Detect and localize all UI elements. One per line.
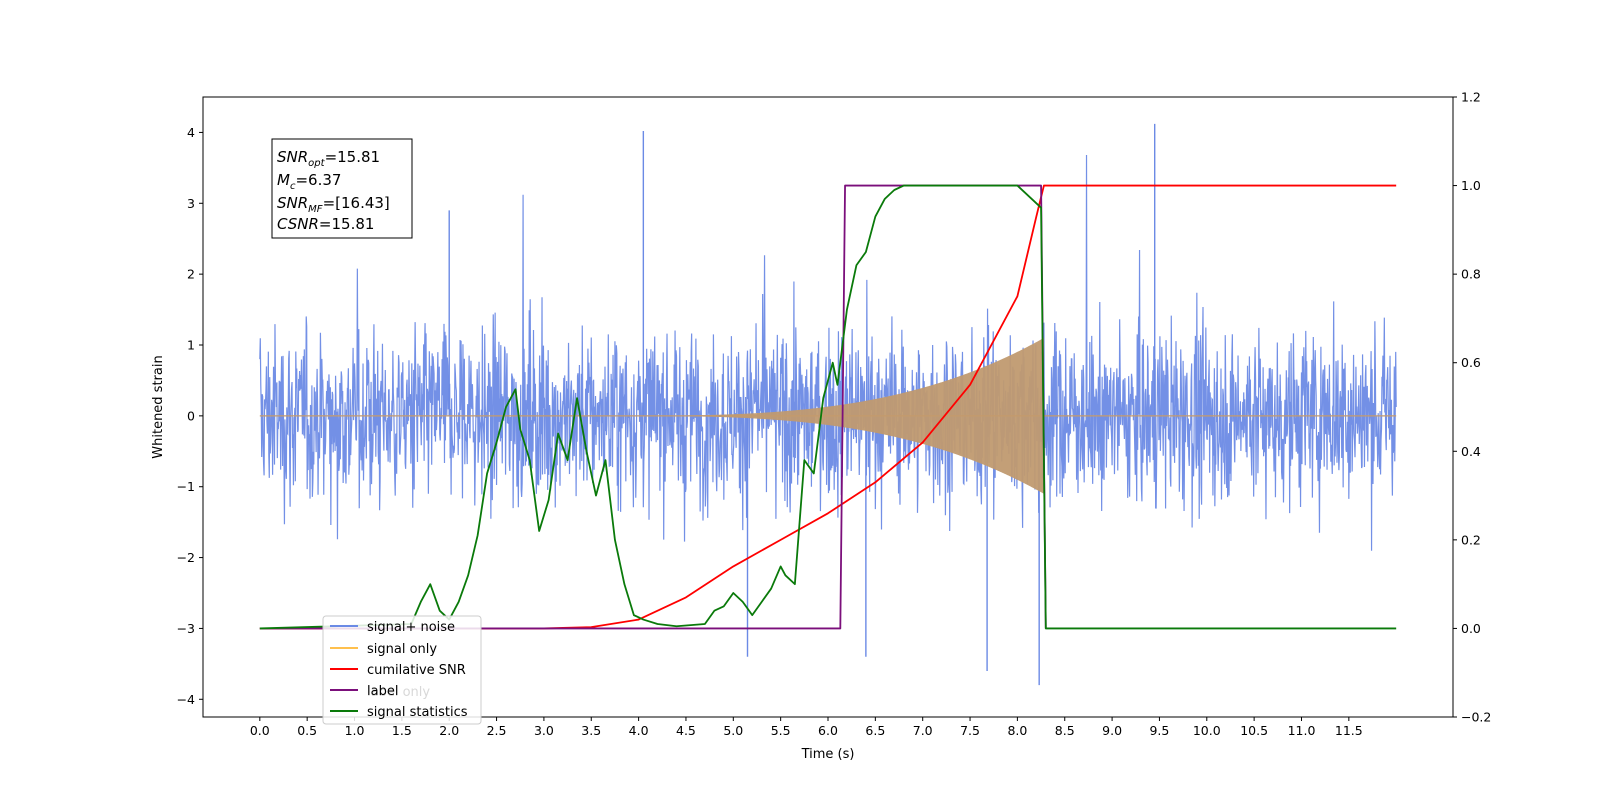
y-left-tick-label: −1 xyxy=(177,479,195,494)
x-tick-label: 8.5 xyxy=(1055,723,1075,738)
x-tick-label: 2.0 xyxy=(439,723,459,738)
y-right-tick-label: 0.2 xyxy=(1461,532,1481,547)
x-tick-label: 8.0 xyxy=(1007,723,1027,738)
x-tick-label: 1.0 xyxy=(345,723,365,738)
x-tick-label: 2.5 xyxy=(487,723,507,738)
y-left-tick-label: 1 xyxy=(187,338,195,353)
x-tick-label: 5.0 xyxy=(723,723,743,738)
y-left-tick-label: −3 xyxy=(177,621,195,636)
x-tick-label: 5.5 xyxy=(771,723,791,738)
y-right-tick-label: 0.6 xyxy=(1461,355,1481,370)
x-tick-label: 1.5 xyxy=(392,723,412,738)
y-left-tick-label: −4 xyxy=(177,692,195,707)
x-tick-label: 4.0 xyxy=(629,723,649,738)
x-tick-label: 9.5 xyxy=(1149,723,1169,738)
series-signal-statistics xyxy=(259,184,1397,630)
x-tick-label: 7.0 xyxy=(913,723,933,738)
legend-signal-statistics: signal statistics xyxy=(367,705,468,720)
x-tick-label: 10.5 xyxy=(1240,723,1268,738)
x-tick-label: 3.5 xyxy=(581,723,601,738)
y-axis-left: 4 3 2 1 0 −1 −2 −3 −4 xyxy=(177,125,203,707)
info-csnr: CSNR=15.81 xyxy=(277,215,374,233)
x-tick-label: 0.5 xyxy=(297,723,317,738)
series-cumulative-snr xyxy=(259,184,1397,630)
y-left-tick-label: 4 xyxy=(187,125,195,140)
x-tick-label: 7.5 xyxy=(960,723,980,738)
info-snr-mf: SNRMF=[16.43] xyxy=(277,194,390,215)
x-axis-label: Time (s) xyxy=(801,747,855,762)
info-box: SNRopt=15.81 Mc=6.37 SNRMF=[16.43] CSNR=… xyxy=(271,138,413,239)
legend-signal-only: signal only xyxy=(367,642,437,657)
info-mc: Mc=6.37 xyxy=(277,171,341,192)
x-tick-label: 4.5 xyxy=(676,723,696,738)
y-axis-right: 1.2 1.0 0.8 0.6 0.4 0.2 0.0 −0.2 xyxy=(1453,90,1491,725)
y-right-tick-label: 0.4 xyxy=(1461,444,1481,459)
y-right-tick-label: 0.8 xyxy=(1461,267,1481,282)
info-snr-opt: SNRopt=15.81 xyxy=(277,148,380,169)
x-tick-label: 11.5 xyxy=(1335,723,1363,738)
y-right-tick-label: 1.0 xyxy=(1461,178,1481,193)
x-tick-label: 9.0 xyxy=(1102,723,1122,738)
x-tick-label: 6.0 xyxy=(818,723,838,738)
y-right-tick-label: 1.2 xyxy=(1461,90,1481,105)
y-left-tick-label: 2 xyxy=(187,267,195,282)
legend-signal-noise: signal+ noise xyxy=(367,620,455,635)
y-left-tick-label: −2 xyxy=(177,550,195,565)
y-left-tick-label: 0 xyxy=(187,408,195,423)
legend-hidden-label-only: label only xyxy=(367,685,430,700)
y-left-tick-label: 3 xyxy=(187,196,195,211)
legend-label: label xyxy=(367,684,398,699)
y-right-tick-label: −0.2 xyxy=(1461,710,1491,725)
x-tick-label: 11.0 xyxy=(1288,723,1316,738)
legend-cumulative-snr: cumilative SNR xyxy=(367,663,466,678)
x-tick-label: 6.5 xyxy=(865,723,885,738)
x-tick-label: 3.0 xyxy=(534,723,554,738)
x-tick-label: 10.0 xyxy=(1193,723,1221,738)
y-right-tick-label: 0.0 xyxy=(1461,621,1481,636)
plot-area xyxy=(259,123,1397,686)
y-axis-label: Whitened strain xyxy=(151,355,166,458)
x-tick-label: 0.0 xyxy=(250,723,270,738)
legend: signal+ noise signal only cumilative SNR… xyxy=(322,615,482,725)
